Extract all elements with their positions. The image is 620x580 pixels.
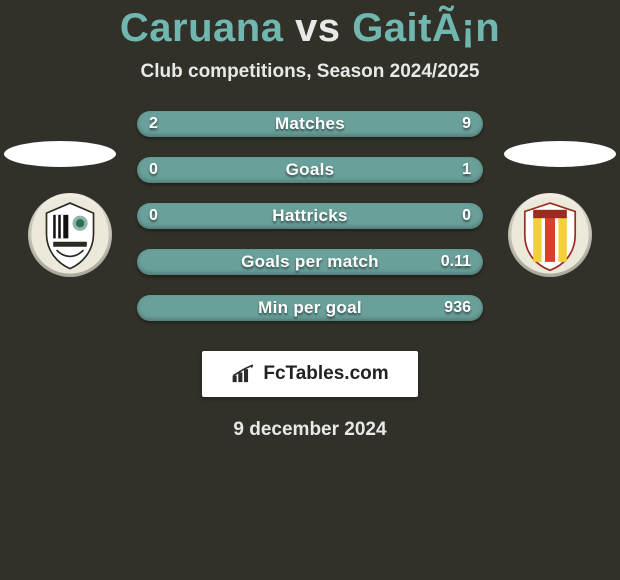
stat-row-goals-per-match: Goals per match 0.11	[137, 249, 483, 275]
stat-row-hattricks: 0 Hattricks 0	[137, 203, 483, 229]
brand-text: FcTables.com	[263, 363, 388, 385]
stat-label: Hattricks	[137, 203, 483, 229]
stat-row-goals: 0 Goals 1	[137, 157, 483, 183]
subtitle: Club competitions, Season 2024/2025	[0, 61, 620, 83]
vs-text: vs	[295, 6, 341, 50]
fctables-logo-icon	[231, 364, 257, 384]
brand-box[interactable]: FcTables.com	[202, 351, 418, 397]
date-text: 9 december 2024	[0, 419, 620, 441]
stat-row-min-per-goal: Min per goal 936	[137, 295, 483, 321]
stat-label: Min per goal	[137, 295, 483, 321]
stat-label: Goals per match	[137, 249, 483, 275]
page-title: Caruana vs GaitÃ¡n	[0, 0, 620, 51]
stat-right-value: 0	[462, 203, 471, 229]
club-crest-right	[508, 193, 592, 277]
club-crest-left	[28, 193, 112, 277]
stat-label: Goals	[137, 157, 483, 183]
stat-right-value: 9	[462, 111, 471, 137]
hibernians-crest-icon	[28, 193, 112, 277]
stat-right-value: 936	[444, 295, 471, 321]
stat-label: Matches	[137, 111, 483, 137]
stat-row-matches: 2 Matches 9	[137, 111, 483, 137]
player1-name: Caruana	[120, 6, 284, 50]
stat-right-value: 0.11	[441, 249, 471, 275]
stat-bars: 2 Matches 9 0 Goals 1 0 Hattricks 0 Goal…	[137, 111, 483, 321]
birkirkara-crest-icon	[508, 193, 592, 277]
halo-right	[504, 141, 616, 167]
comparison-arena: 2 Matches 9 0 Goals 1 0 Hattricks 0 Goal…	[0, 111, 620, 321]
stat-right-value: 1	[462, 157, 471, 183]
halo-left	[4, 141, 116, 167]
player2-name: GaitÃ¡n	[352, 6, 500, 50]
